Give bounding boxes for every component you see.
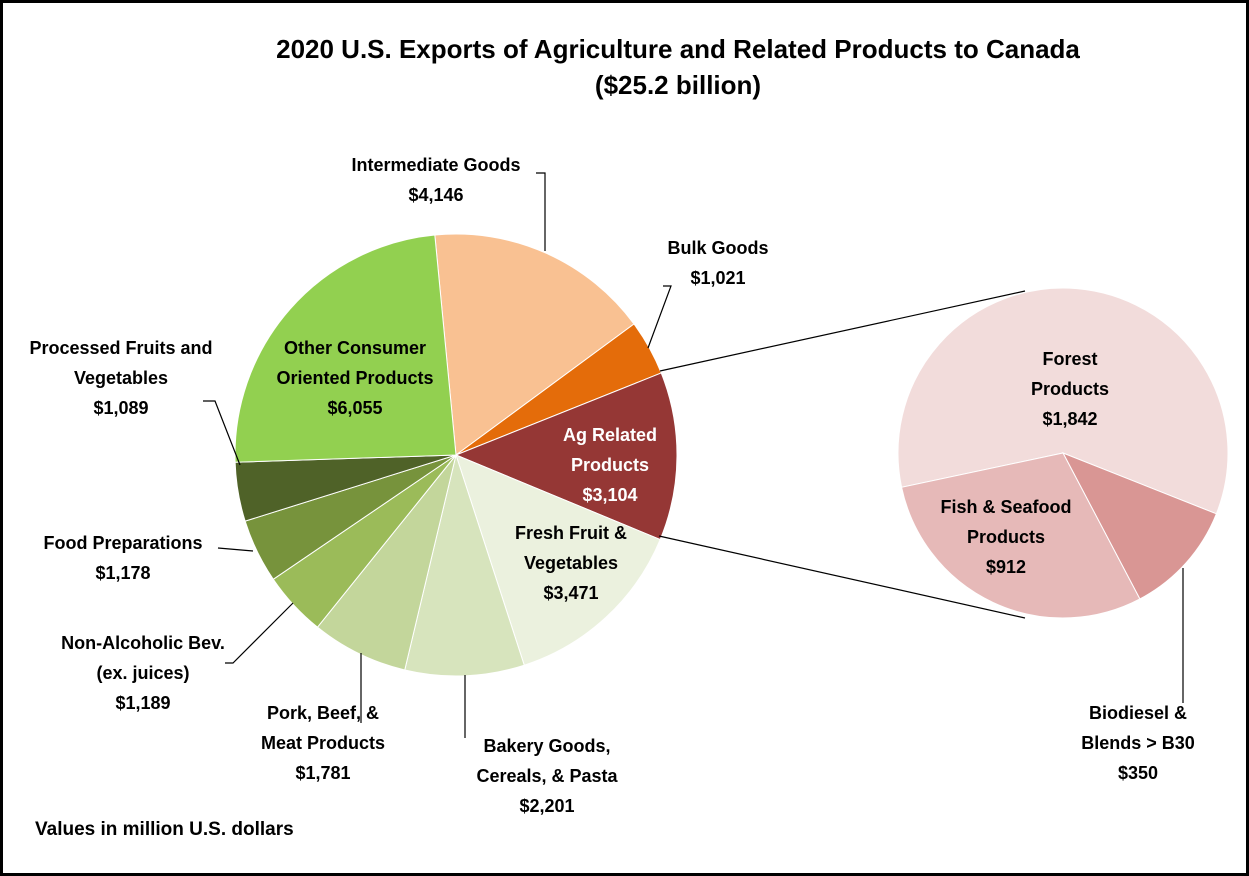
value-label: $1,781 (295, 763, 351, 783)
leader-line (217, 547, 254, 552)
value-label: $1,842 (1042, 409, 1098, 429)
category-label: Fresh Fruit & Vegetables (514, 523, 627, 573)
data-label: Other Consumer Oriented Products $6,055 (263, 333, 448, 423)
value-label: $1,189 (115, 693, 171, 713)
connector-line (658, 535, 1026, 619)
category-label: Fish & Seafood Products (940, 497, 1072, 547)
category-label: Processed Fruits and Vegetables (29, 338, 213, 388)
data-label: Processed Fruits and Vegetables $1,089 (29, 333, 214, 423)
category-label: Bakery Goods, Cereals, & Pasta (476, 736, 618, 786)
category-label: Intermediate Goods (351, 155, 521, 175)
data-label: Bakery Goods, Cereals, & Pasta $2,201 (460, 731, 635, 821)
pie-slice (901, 452, 1141, 619)
value-label: $1,178 (95, 563, 151, 583)
category-label: Other Consumer Oriented Products (276, 338, 434, 388)
leader-lines (203, 172, 1184, 738)
category-label: Food Preparations (43, 533, 203, 553)
value-label: $3,104 (582, 485, 638, 505)
category-label: Ag Related Products (562, 425, 658, 475)
value-label: $4,146 (408, 185, 464, 205)
category-label: Pork, Beef, & Meat Products (260, 703, 386, 753)
pie-slice (455, 454, 661, 666)
pie-slice (1061, 452, 1218, 600)
data-label: Fish & Seafood Products $912 (921, 492, 1091, 582)
pie-slice (897, 287, 1229, 515)
data-label: Fresh Fruit & Vegetables $3,471 (496, 518, 646, 608)
value-label: $3,471 (543, 583, 599, 603)
value-label: $350 (1117, 763, 1159, 783)
category-label: Forest Products (1030, 349, 1109, 399)
pie-slice (454, 372, 678, 541)
data-label: Pork, Beef, & Meat Products $1,781 (253, 698, 393, 788)
plot (203, 172, 1229, 738)
data-label: Bulk Goods $1,021 (643, 233, 793, 293)
value-label: $1,021 (690, 268, 746, 288)
data-label: Ag Related Products $3,104 (548, 420, 673, 510)
category-label: Bulk Goods (667, 238, 769, 258)
data-label: Biodiesel & Blends > B30 $350 (1071, 698, 1206, 788)
leader-line (225, 602, 294, 664)
connector-line (659, 290, 1026, 372)
data-label: Intermediate Goods $4,146 (336, 150, 536, 210)
pie-slice (434, 233, 635, 456)
slices (234, 233, 1229, 677)
leader-line (647, 285, 672, 349)
data-label: Food Preparations $1,178 (13, 528, 233, 588)
leader-line (203, 400, 241, 466)
note: Values in million U.S. dollars (35, 819, 294, 840)
value-label: $2,201 (519, 796, 575, 816)
value-label: $6,055 (327, 398, 383, 418)
leader-line (536, 172, 546, 251)
category-label: Non-Alcoholic Bev. (ex. juices) (61, 633, 225, 683)
pie-slice (234, 234, 457, 463)
data-label: Forest Products $1,842 (1015, 344, 1125, 434)
value-label: $912 (985, 557, 1027, 577)
value-label: $1,089 (93, 398, 149, 418)
data-label: Non-Alcoholic Bev. (ex. juices) $1,189 (61, 628, 226, 718)
chart-title: 2020 U.S. Exports of Agriculture and Rel… (276, 34, 1080, 100)
category-label: Biodiesel & Blends > B30 (1081, 703, 1195, 753)
